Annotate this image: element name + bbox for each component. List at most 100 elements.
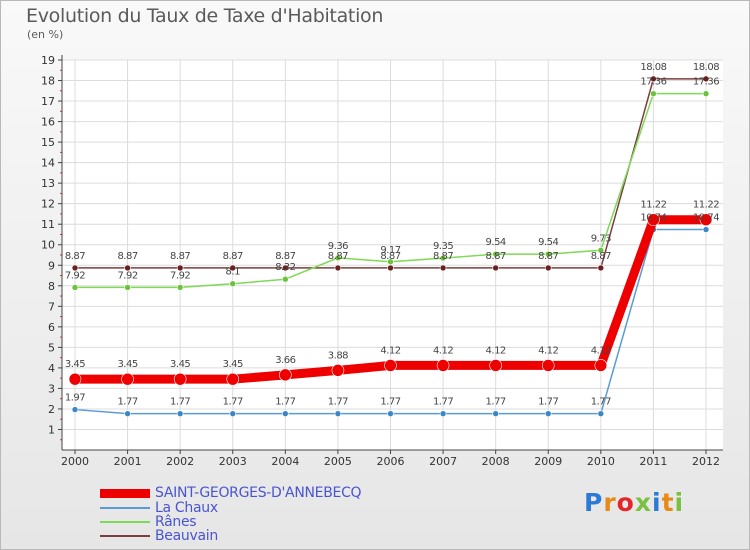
y-tick-label: 16 — [41, 116, 55, 129]
data-label: 11.22 — [693, 200, 719, 211]
data-label: 1.77 — [486, 397, 506, 408]
data-label: 9.54 — [538, 237, 558, 248]
y-tick-label: 12 — [41, 198, 55, 211]
legend-label-la-chaux: La Chaux — [155, 500, 218, 516]
data-label: 9.54 — [486, 237, 506, 248]
data-label: 1.77 — [275, 397, 295, 408]
y-tick-label: 6 — [48, 321, 55, 334]
data-label: 3.45 — [223, 359, 243, 370]
data-point — [229, 280, 237, 288]
data-point — [176, 284, 184, 291]
data-point — [702, 90, 710, 97]
data-point — [597, 410, 605, 417]
data-point — [282, 275, 289, 283]
x-tick-label: 2007 — [429, 455, 457, 468]
data-label: 8.87 — [65, 251, 85, 262]
data-point — [387, 258, 394, 266]
data-point — [384, 359, 397, 372]
y-tick-label: 8 — [48, 280, 55, 293]
logo-letter: P — [584, 488, 604, 517]
data-label: 4.12 — [486, 345, 506, 356]
y-tick-label: 19 — [41, 54, 55, 67]
data-point — [226, 372, 240, 386]
legend-swatch-la-chaux — [100, 507, 150, 509]
data-point — [647, 213, 660, 226]
data-label: 8.87 — [328, 251, 348, 262]
data-point — [387, 410, 394, 417]
data-point — [334, 264, 342, 272]
data-label: 9.17 — [380, 245, 400, 256]
data-label: 3.45 — [117, 359, 137, 370]
logo-letter: t — [661, 488, 675, 517]
data-label: 1.77 — [538, 397, 558, 408]
y-tick-label: 9 — [48, 259, 55, 272]
data-point — [544, 250, 552, 258]
data-point — [594, 359, 608, 372]
data-label: 4.12 — [380, 345, 400, 356]
data-point — [71, 406, 79, 413]
data-point — [492, 264, 499, 272]
legend-label-beauvain: Beauvain — [155, 528, 218, 544]
data-point — [702, 75, 710, 83]
legend-item-saint-georges: SAINT-GEORGES-D'ANNEBECQ — [100, 485, 362, 501]
chart-title: Evolution du Taux de Taxe d'Habitation — [26, 5, 384, 27]
data-point — [544, 264, 552, 272]
x-tick-label: 2001 — [114, 455, 142, 468]
data-point — [439, 410, 447, 417]
data-label: 17.36 — [693, 77, 719, 88]
data-label: 9.35 — [433, 241, 453, 252]
legend-swatch-beauvain — [100, 535, 150, 537]
data-label: 1.77 — [380, 397, 400, 408]
data-point — [282, 264, 289, 272]
data-point — [492, 250, 499, 258]
data-label: 8.87 — [486, 251, 506, 262]
data-point — [597, 246, 605, 254]
data-point — [124, 264, 131, 272]
data-label: 8.87 — [170, 251, 190, 262]
data-point — [544, 410, 552, 417]
x-tick-label: 2003 — [219, 455, 247, 468]
data-label: 1.77 — [223, 397, 243, 408]
data-point — [71, 284, 79, 291]
data-point — [597, 264, 605, 272]
legend-label-ranes: Rânes — [155, 514, 197, 530]
data-label: 8.87 — [433, 251, 453, 262]
y-tick-label: 17 — [41, 95, 55, 108]
logo-letter: i — [652, 488, 662, 517]
data-point — [541, 359, 555, 372]
y-tick-label: 15 — [41, 136, 55, 149]
y-tick-label: 7 — [48, 300, 55, 313]
data-point — [282, 410, 289, 417]
y-tick-label: 5 — [48, 341, 55, 354]
data-label: 1.97 — [65, 393, 85, 404]
data-label: 8.87 — [380, 251, 400, 262]
x-tick-label: 2012 — [692, 455, 720, 468]
data-label: 17.36 — [640, 77, 666, 88]
legend-swatch-saint-georges — [100, 488, 150, 498]
data-label: 18.08 — [693, 62, 719, 73]
x-tick-label: 2002 — [166, 455, 194, 468]
proxiti-logo: Proxiti — [584, 488, 684, 517]
y-tick-label: 18 — [41, 75, 55, 88]
data-label: 8.87 — [538, 251, 558, 262]
y-tick-label: 11 — [41, 218, 55, 231]
data-point — [124, 284, 131, 291]
data-point — [334, 410, 342, 417]
x-tick-label: 2011 — [639, 455, 667, 468]
data-label: 8.87 — [275, 251, 295, 262]
legend-item-beauvain: Beauvain — [100, 528, 218, 544]
data-label: 7.92 — [170, 270, 190, 281]
y-tick-label: 4 — [48, 362, 55, 375]
data-label: 1.77 — [328, 397, 348, 408]
y-tick-label: 1 — [48, 423, 55, 436]
data-point — [650, 75, 657, 83]
data-point — [279, 368, 292, 382]
legend-label-saint-georges: SAINT-GEORGES-D'ANNEBECQ — [155, 485, 362, 501]
data-point — [331, 364, 345, 377]
data-label: 9.36 — [328, 241, 348, 252]
x-tick-label: 2004 — [271, 455, 299, 468]
data-label: 10.74 — [640, 213, 666, 224]
data-point — [173, 372, 187, 386]
data-label: 10.74 — [693, 213, 719, 224]
data-label: 1.77 — [433, 397, 453, 408]
